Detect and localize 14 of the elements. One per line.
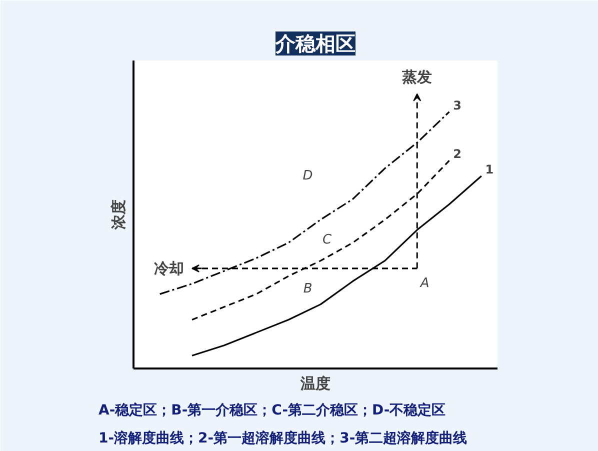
annotation: A [419,276,430,292]
series-label: 3 [453,98,462,112]
x-axis-title: 温度 [300,374,330,392]
text: 1-溶解度曲线；2-第一超溶解度曲线；3-第二超溶解度曲线 [98,430,468,446]
text: A-稳定区；B-第一介稳区；C-第二介稳区；D-不稳定区 [98,402,446,418]
annotation: C [322,232,333,248]
text: 蒸发 [401,68,432,86]
series-label: 1 [485,162,494,176]
annotation: D [302,168,313,184]
series-label: 2 [453,147,462,162]
y-axis-title: 浓度 [110,200,128,230]
chart-title: 介稳相区 [274,32,356,56]
annotation: 冷却 [154,259,184,278]
annotation: B [303,281,312,296]
